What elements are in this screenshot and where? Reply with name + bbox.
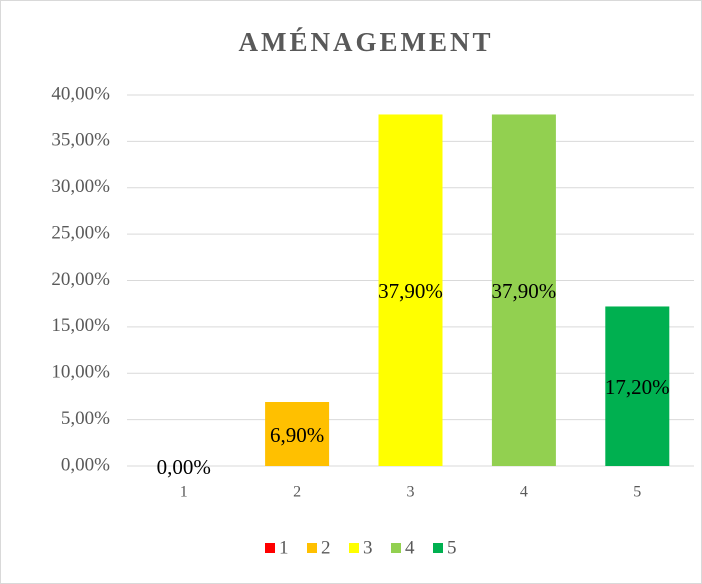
legend-swatch bbox=[265, 543, 275, 553]
data-label: 37,90% bbox=[492, 279, 557, 303]
y-tick-label: 40,00% bbox=[51, 83, 110, 104]
legend-swatch bbox=[307, 543, 317, 553]
legend-label: 1 bbox=[279, 537, 289, 558]
data-label: 6,90% bbox=[270, 423, 324, 447]
y-tick-label: 25,00% bbox=[51, 222, 110, 243]
x-tick-label: 4 bbox=[520, 484, 528, 501]
bar bbox=[491, 114, 556, 466]
bar bbox=[378, 114, 443, 466]
y-tick-label: 35,00% bbox=[51, 130, 110, 151]
x-tick-label: 5 bbox=[633, 484, 641, 501]
legend-label: 2 bbox=[321, 537, 331, 558]
x-tick-label: 2 bbox=[293, 484, 301, 501]
y-tick-label: 30,00% bbox=[51, 176, 110, 197]
data-label: 0,00% bbox=[157, 455, 211, 479]
chart-title: AMÉNAGEMENT bbox=[239, 27, 494, 57]
y-tick-label: 0,00% bbox=[61, 454, 110, 475]
legend-swatch bbox=[433, 543, 443, 553]
legend-swatch bbox=[349, 543, 359, 553]
y-tick-label: 20,00% bbox=[51, 269, 110, 290]
bar bbox=[265, 402, 330, 466]
data-label: 17,20% bbox=[605, 375, 670, 399]
data-label: 37,90% bbox=[378, 279, 443, 303]
y-tick-label: 10,00% bbox=[51, 362, 110, 383]
y-tick-label: 5,00% bbox=[61, 408, 110, 429]
x-tick-label: 3 bbox=[407, 484, 415, 501]
legend-label: 3 bbox=[363, 537, 373, 558]
x-tick-label: 1 bbox=[180, 484, 188, 501]
legend-label: 5 bbox=[447, 537, 457, 558]
legend-label: 4 bbox=[405, 537, 415, 558]
bar bbox=[605, 306, 670, 466]
y-tick-label: 15,00% bbox=[51, 315, 110, 336]
legend-swatch bbox=[391, 543, 401, 553]
